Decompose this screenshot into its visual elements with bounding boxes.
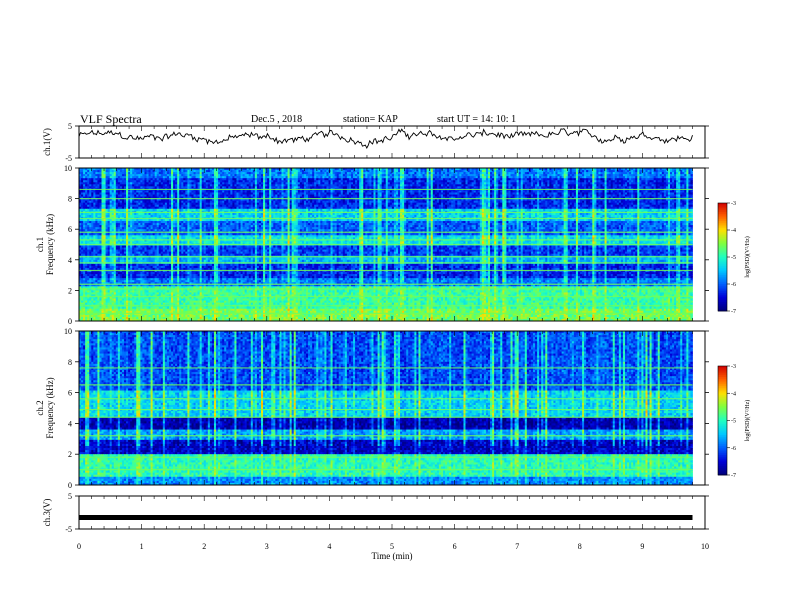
panel-2-spectrogram xyxy=(79,168,705,321)
y-tick-label: -5 xyxy=(65,154,72,163)
vlf-spectra-figure: 5-5ch.1(V)0246810ch.1 Frequency (kHz)-3-4… xyxy=(0,0,792,612)
y-axis-title: ch.1(V) xyxy=(42,128,52,156)
y-tick-label: 5 xyxy=(68,122,72,131)
